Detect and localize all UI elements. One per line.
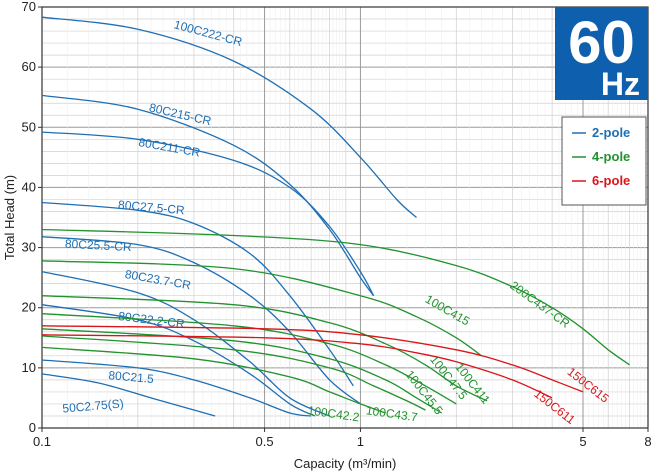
y-tick-label: 30	[22, 240, 36, 255]
series-line-100c45-5	[41, 328, 443, 414]
series-line-80c23-7-cr	[41, 270, 330, 417]
y-tick-label: 0	[29, 420, 36, 435]
series-label-80c21-5: 80C21.5	[108, 368, 155, 386]
series-line-80c215-cr	[41, 94, 375, 297]
legend-label: 6-pole	[592, 173, 630, 188]
series-line-80c211-cr	[41, 131, 375, 297]
x-tick-label: 5	[579, 434, 586, 449]
series-line-80c21-5	[41, 359, 312, 417]
frequency-unit: Hz	[601, 66, 640, 102]
legend-label: 2-pole	[592, 125, 630, 140]
series-line-100c222-cr	[41, 16, 417, 218]
plot-frame	[41, 6, 649, 429]
y-tick-label: 20	[22, 300, 36, 315]
x-tick-label: 1	[357, 434, 364, 449]
legend-label: 4-pole	[592, 149, 630, 164]
series-line-200c437-cr	[41, 228, 630, 366]
y-tick-label: 50	[22, 119, 36, 134]
y-tick-label: 10	[22, 360, 36, 375]
series-line-80c27-5-cr	[41, 201, 354, 387]
x-tick-label: 0.1	[33, 434, 51, 449]
legend-box	[561, 116, 647, 206]
y-tick-label: 40	[22, 179, 36, 194]
series-line-100c43-7	[41, 335, 426, 411]
x-tick-label: 0.5	[256, 434, 274, 449]
series-line-150c611	[41, 334, 553, 399]
series-line-80c25-5-cr	[41, 236, 361, 405]
y-axis-title: Total Head (m)	[2, 175, 17, 260]
series-label-80c25-5-cr: 80C25.5-CR	[65, 237, 133, 254]
series-line-100c42-2	[41, 346, 386, 414]
series-label-50c2-75-s: 50C2.75(S)	[62, 396, 124, 415]
x-tick-label: 8	[644, 434, 651, 449]
series-label-80c27-5-cr: 80C27.5-CR	[118, 198, 186, 218]
series-line-80c22-2-cr	[41, 304, 316, 417]
series-line-50c2-75-s	[41, 373, 216, 417]
series-line-150c615	[41, 325, 584, 393]
y-tick-label: 70	[22, 0, 36, 14]
plot-background	[42, 7, 648, 428]
frequency-badge	[555, 7, 648, 100]
x-axis-title: Capacity (m³/min)	[294, 456, 397, 471]
frequency-value: 60	[568, 9, 635, 76]
series-line-100c415	[41, 260, 482, 357]
series-line-100c47-5	[41, 313, 457, 405]
y-tick-label: 60	[22, 59, 36, 74]
